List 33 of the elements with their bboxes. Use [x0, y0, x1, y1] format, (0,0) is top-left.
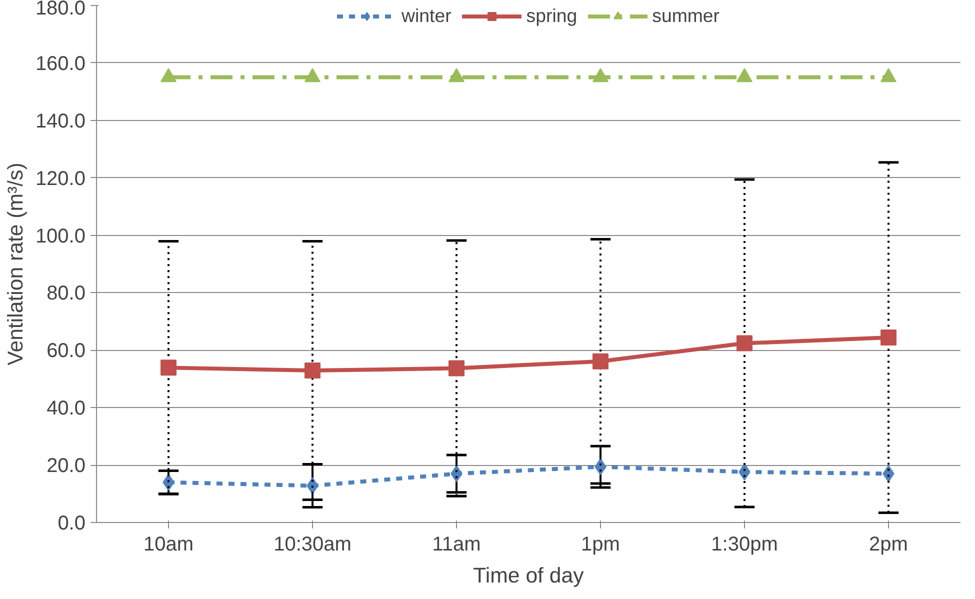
x-tick-label: 2pm — [869, 534, 908, 556]
point — [736, 68, 752, 82]
y-tick-label: 20.0 — [46, 455, 86, 478]
y-tick-label: 0.0 — [58, 512, 86, 534]
y-tick-label: 80.0 — [46, 282, 86, 305]
y-tick-label: 180.0 — [35, 0, 86, 20]
y-axis-title: Ventilation rate (m³/s) — [3, 162, 28, 366]
y-tick-label: 120.0 — [35, 168, 86, 190]
point — [736, 335, 752, 352]
point — [304, 68, 320, 82]
y-tick-label: 40.0 — [46, 398, 86, 420]
point — [880, 330, 896, 346]
x-axis-title: Time of day — [473, 564, 584, 588]
point — [448, 360, 464, 376]
point — [304, 362, 320, 379]
legend-label: summer — [652, 5, 720, 27]
x-tick-label: 1pm — [581, 534, 620, 556]
x-tick-label: 10am — [143, 534, 194, 556]
x-tick-label: 1:30pm — [711, 534, 778, 556]
x-tick-label: 10:30am — [274, 534, 352, 556]
y-tick-label: 140.0 — [35, 110, 86, 132]
point — [592, 68, 608, 82]
y-tick-label: 60.0 — [46, 340, 86, 362]
x-tick-label: 11am — [432, 534, 481, 556]
point — [160, 68, 176, 82]
point — [160, 360, 176, 376]
point — [592, 353, 608, 370]
legend-label: spring — [526, 5, 578, 27]
y-tick-label: 100.0 — [35, 225, 86, 248]
point — [880, 68, 896, 82]
point — [448, 68, 464, 82]
y-tick-label: 160.0 — [35, 52, 86, 75]
legend-label: winter — [402, 5, 452, 27]
